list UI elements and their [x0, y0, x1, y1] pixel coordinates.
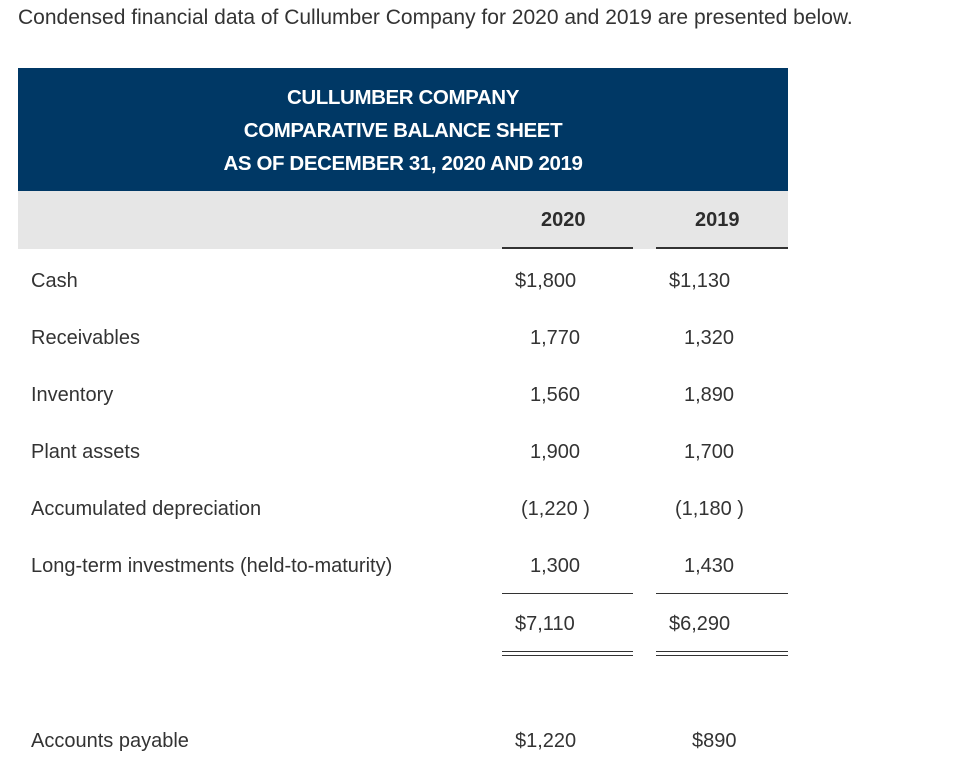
statement-header: CULLUMBER COMPANY COMPARATIVE BALANCE SH… [18, 68, 788, 191]
accounts-payable-2019: $890 [692, 730, 737, 752]
table-row: Receivables 1,770 1,320 [18, 319, 788, 359]
subtotal-rule-2019 [656, 593, 788, 594]
statement-date: AS OF DECEMBER 31, 2020 AND 2019 [223, 152, 583, 175]
statement-title: COMPARATIVE BALANCE SHEET [243, 119, 563, 142]
accumulated-depreciation-2019: (1,180 ) [675, 498, 744, 520]
table-row: Long-term investments (held-to-maturity)… [18, 547, 788, 587]
table-row: Accounts payable $1,220 $890 [18, 722, 788, 762]
receivables-2020: 1,770 [530, 327, 581, 349]
total-double-rule-2020 [502, 651, 633, 656]
row-label-long-term-investments: Long-term investments (held-to-maturity) [31, 555, 393, 577]
total-assets-2019: $6,290 [669, 613, 731, 635]
long-term-investments-2019: 1,430 [684, 555, 735, 577]
total-row: $7,110 $6,290 [18, 605, 788, 645]
inventory-2020: 1,560 [530, 384, 581, 406]
long-term-investments-2020: 1,300 [530, 555, 581, 577]
cash-2019: $1,130 [669, 270, 731, 292]
cash-2020: $1,800 [515, 270, 577, 292]
accounts-payable-2020: $1,220 [515, 730, 577, 752]
inventory-2019: 1,890 [684, 384, 735, 406]
accumulated-depreciation-2020: (1,220 ) [521, 498, 590, 520]
table-row: Accumulated depreciation (1,220 ) (1,180… [18, 490, 788, 530]
column-header-row: 2020 2019 [18, 191, 788, 249]
plant-assets-2019: 1,700 [684, 441, 735, 463]
header-underline-2020 [502, 247, 633, 249]
table-row: Plant assets 1,900 1,700 [18, 433, 788, 473]
row-label-cash: Cash [31, 270, 78, 292]
header-underline-2019 [656, 247, 788, 249]
row-label-accumulated-depreciation: Accumulated depreciation [31, 498, 262, 520]
intro-text: Condensed financial data of Cullumber Co… [18, 6, 853, 29]
row-label-accounts-payable: Accounts payable [31, 730, 189, 752]
row-label-receivables: Receivables [31, 327, 140, 349]
table-row: Cash $1,800 $1,130 [18, 262, 788, 302]
table-row: Inventory 1,560 1,890 [18, 376, 788, 416]
row-label-plant-assets: Plant assets [31, 441, 140, 463]
column-header-2019: 2019 [695, 209, 740, 231]
receivables-2019: 1,320 [684, 327, 735, 349]
subtotal-rule-2020 [502, 593, 633, 594]
total-assets-2020: $7,110 [515, 613, 575, 635]
column-header-2020: 2020 [541, 209, 586, 231]
row-label-inventory: Inventory [31, 384, 114, 406]
total-double-rule-2019 [656, 651, 788, 656]
company-name: CULLUMBER COMPANY [287, 86, 519, 109]
plant-assets-2020: 1,900 [530, 441, 581, 463]
